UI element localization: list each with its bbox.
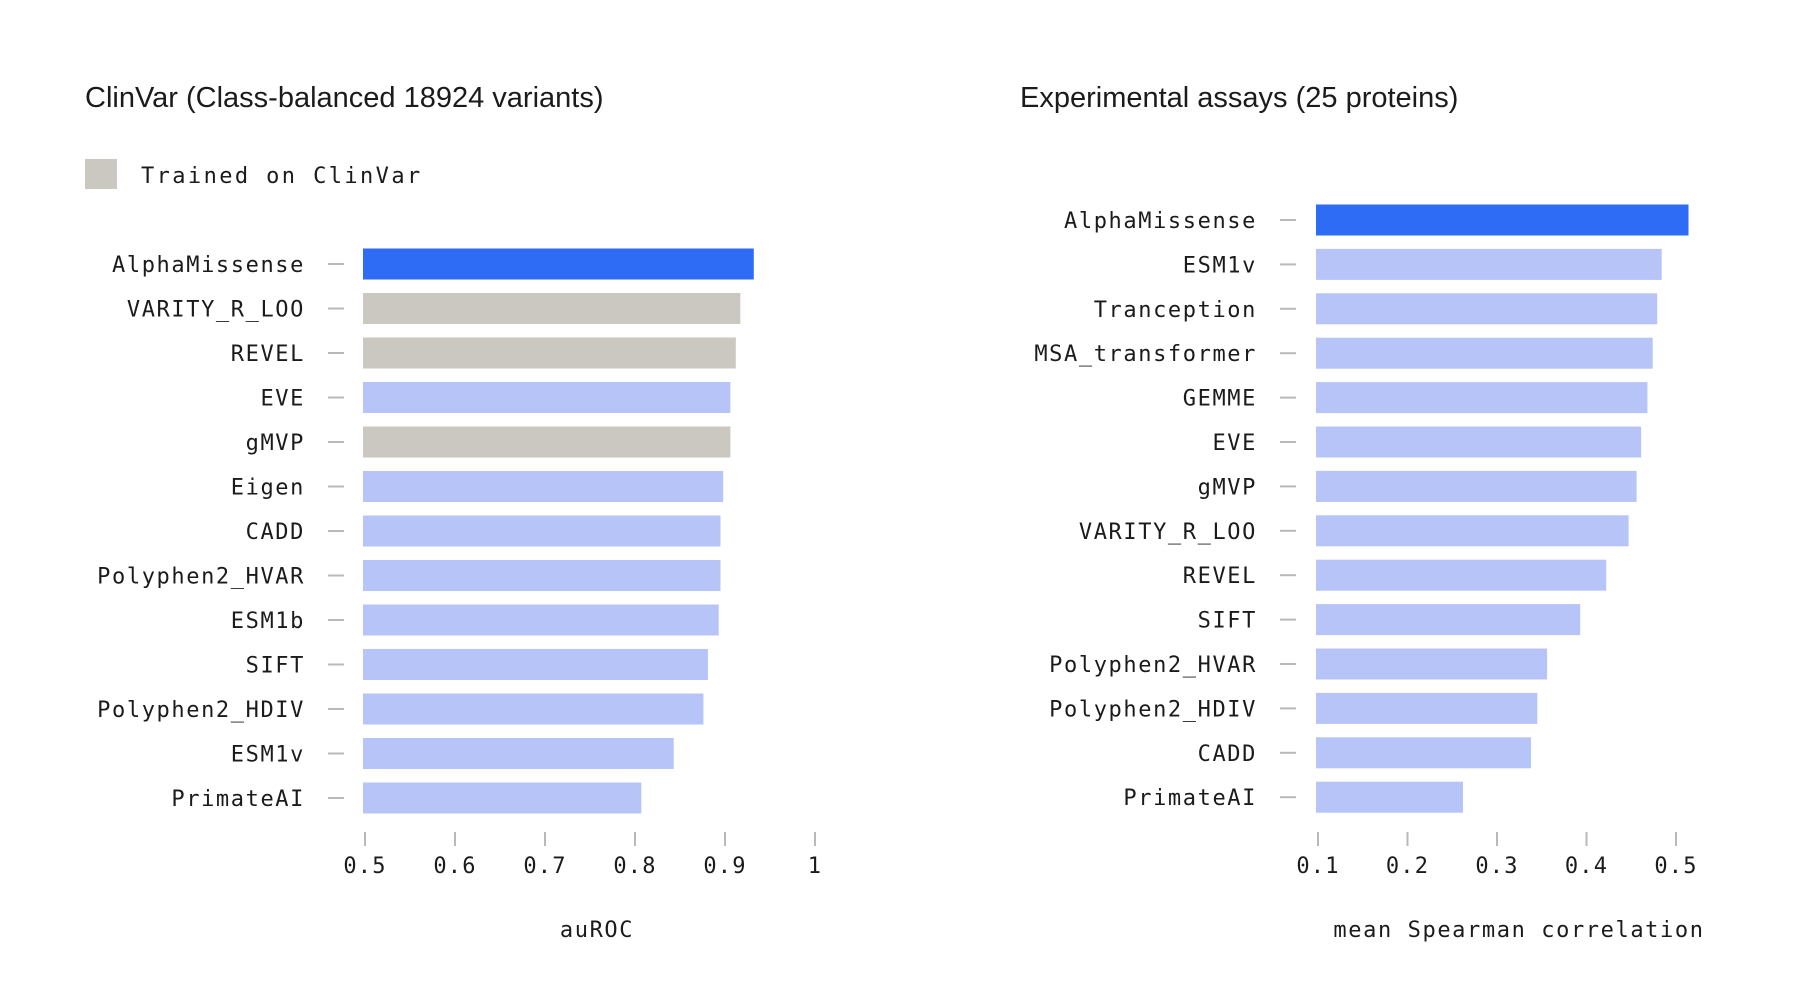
- assays-category-label: Tranception: [1094, 298, 1257, 323]
- clinvar-category-label: EVE: [260, 387, 305, 412]
- clinvar-x-axis-label: auROC: [560, 918, 634, 943]
- assays-category-label: GEMME: [1183, 387, 1257, 412]
- assays-chart-title: Experimental assays (25 proteins): [1020, 82, 1458, 114]
- assays-x-tick-label: 0.2: [1386, 854, 1429, 879]
- clinvar-x-tick-label: 0.8: [613, 854, 656, 879]
- clinvar-x-tick-label: 0.9: [703, 854, 746, 879]
- legend-label-trained: Trained on ClinVar: [141, 164, 423, 189]
- assays-category-label: PrimateAI: [1123, 786, 1257, 811]
- clinvar-bar: [363, 604, 719, 636]
- assays-category-label: Polyphen2_HDIV: [1049, 697, 1257, 722]
- assays-bar: [1316, 426, 1642, 458]
- assays-x-ticks: 0.1 0.2 0.3 0.4 0.5: [1296, 832, 1697, 879]
- clinvar-x-tick-label: 0.5: [343, 854, 386, 879]
- assays-category-label: CADD: [1198, 742, 1257, 767]
- clinvar-bar: [363, 782, 642, 814]
- assays-bar: [1316, 692, 1538, 724]
- assays-category-label: MSA_transformer: [1034, 342, 1257, 367]
- clinvar-category-labels: AlphaMissense VARITY_R_LOO REVEL EVE gMVP Eig…: [97, 253, 344, 812]
- clinvar-category-label: VARITY_R_LOO: [127, 298, 305, 323]
- assays-bar: [1316, 559, 1607, 591]
- clinvar-bar: [363, 560, 721, 591]
- assays-x-tick-label: 0.1: [1296, 854, 1339, 879]
- assays-bar: [1316, 248, 1662, 280]
- legend-swatch-trained: [85, 159, 117, 189]
- clinvar-bars: [363, 248, 754, 814]
- clinvar-chart-title: ClinVar (Class-balanced 18924 variants): [85, 82, 604, 114]
- assays-category-label: REVEL: [1183, 564, 1257, 589]
- assays-x-tick-label: 0.4: [1565, 854, 1608, 879]
- clinvar-bar: [363, 649, 708, 680]
- assays-bar: [1316, 604, 1581, 636]
- assays-bar: [1316, 515, 1629, 547]
- assays-x-tick-label: 0.5: [1654, 854, 1697, 879]
- clinvar-category-label: ESM1b: [231, 609, 305, 634]
- assays-category-label: EVE: [1212, 431, 1257, 456]
- assays-category-label: Polyphen2_HVAR: [1049, 653, 1257, 678]
- clinvar-bar: [363, 515, 721, 547]
- clinvar-category-label: SIFT: [246, 654, 305, 679]
- clinvar-bar: [363, 693, 704, 725]
- assays-category-label: SIFT: [1198, 609, 1257, 634]
- clinvar-category-label: gMVP: [246, 431, 305, 456]
- clinvar-bar: [363, 248, 754, 280]
- clinvar-x-tick-label: 1: [808, 854, 822, 879]
- clinvar-category-label: REVEL: [231, 342, 305, 367]
- clinvar-x-ticks: 0.5 0.6 0.7 0.8 0.9 1: [343, 832, 822, 879]
- assays-bar: [1316, 204, 1689, 236]
- clinvar-bar: [363, 337, 736, 369]
- assays-category-label: VARITY_R_LOO: [1079, 520, 1257, 545]
- assays-x-tick-label: 0.3: [1475, 854, 1518, 879]
- assays-bar: [1316, 648, 1548, 680]
- clinvar-category-label: PrimateAI: [171, 787, 305, 812]
- assays-category-labels: AlphaMissense ESM1v Tranception MSA_transfo…: [1034, 209, 1296, 811]
- clinvar-bar: [363, 426, 731, 458]
- assays-bar: [1316, 293, 1658, 325]
- assays-chart: Experimental assays (25 proteins) AlphaM…: [1020, 82, 1704, 943]
- clinvar-bar: [363, 471, 724, 502]
- assays-bar: [1316, 781, 1463, 813]
- clinvar-category-label: AlphaMissense: [112, 253, 305, 278]
- assays-category-label: ESM1v: [1183, 253, 1257, 278]
- clinvar-x-tick-label: 0.6: [433, 854, 476, 879]
- clinvar-category-label: Polyphen2_HDIV: [97, 698, 305, 723]
- clinvar-chart: ClinVar (Class-balanced 18924 variants) …: [85, 82, 822, 943]
- clinvar-category-label: Eigen: [231, 476, 305, 501]
- clinvar-bar: [363, 738, 674, 769]
- clinvar-category-label: ESM1v: [231, 743, 305, 768]
- clinvar-category-label: CADD: [246, 520, 305, 545]
- assays-category-label: gMVP: [1198, 475, 1257, 500]
- assays-x-axis-label: mean Spearman correlation: [1333, 918, 1704, 943]
- clinvar-x-tick-label: 0.7: [523, 854, 566, 879]
- assays-bar: [1316, 737, 1531, 769]
- clinvar-category-label: Polyphen2_HVAR: [97, 565, 305, 590]
- clinvar-bar: [363, 382, 731, 413]
- assays-bars: [1316, 204, 1689, 813]
- assays-bar: [1316, 470, 1637, 502]
- clinvar-bar: [363, 293, 741, 324]
- assays-bar: [1316, 337, 1653, 369]
- assays-bar: [1316, 382, 1648, 414]
- assays-category-label: AlphaMissense: [1064, 209, 1257, 234]
